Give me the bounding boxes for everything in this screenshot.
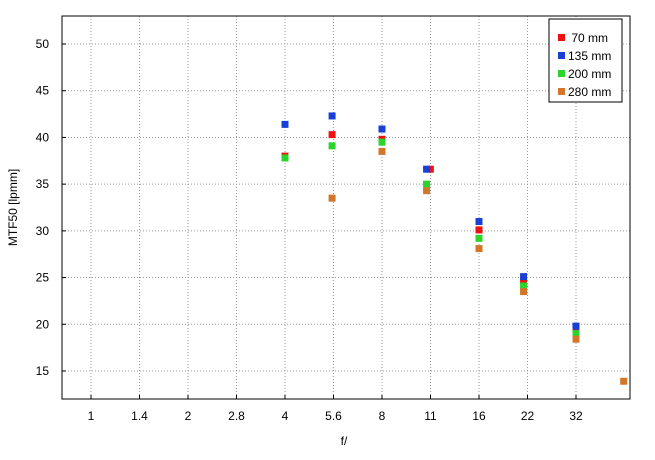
x-tick-label: 1 bbox=[88, 409, 95, 423]
legend-swatch bbox=[558, 34, 565, 41]
data-point bbox=[572, 330, 580, 338]
data-point bbox=[328, 194, 336, 202]
data-point bbox=[281, 154, 289, 162]
data-point bbox=[378, 138, 386, 146]
legend-label: 70 mm bbox=[568, 31, 608, 45]
y-tick-label: 30 bbox=[36, 224, 50, 238]
x-tick-label: 4 bbox=[282, 409, 289, 423]
legend: 70 mm 135 mm 200 mm 280 mm bbox=[548, 18, 623, 103]
x-tick-label: 16 bbox=[472, 409, 486, 423]
legend-label: 200 mm bbox=[568, 67, 611, 81]
data-point bbox=[520, 282, 528, 290]
legend-label: 280 mm bbox=[568, 85, 611, 99]
y-tick-label: 40 bbox=[36, 130, 50, 144]
x-tick-label: 11 bbox=[424, 409, 437, 423]
y-tick-label: 45 bbox=[36, 84, 50, 98]
data-point bbox=[423, 187, 431, 195]
data-point bbox=[281, 120, 289, 128]
data-point bbox=[520, 273, 528, 281]
data-point bbox=[572, 322, 580, 330]
x-tick-label: 22 bbox=[521, 409, 535, 423]
legend-swatch bbox=[558, 52, 565, 59]
data-point bbox=[423, 180, 431, 188]
data-point bbox=[328, 131, 336, 139]
x-tick-label: 8 bbox=[379, 409, 386, 423]
data-point bbox=[572, 335, 580, 343]
data-point bbox=[423, 165, 431, 173]
plot-frame bbox=[61, 15, 631, 400]
x-tick-label: 32 bbox=[569, 409, 583, 423]
y-tick-label: 15 bbox=[36, 364, 50, 378]
x-axis-title: f/ bbox=[341, 434, 348, 448]
data-points bbox=[281, 112, 628, 385]
axis-ticks: 1 1.4 2 2.8 4 5.6 8 11 16 22 32 15 20 25 30 35 40 45 50 bbox=[36, 37, 583, 423]
legend-label: 135 mm bbox=[568, 49, 611, 63]
data-point bbox=[328, 142, 336, 150]
x-tick-label: 2.8 bbox=[228, 409, 245, 423]
legend-swatch bbox=[558, 88, 565, 95]
data-point bbox=[520, 277, 528, 285]
data-point bbox=[328, 112, 336, 120]
x-tick-label: 1.4 bbox=[131, 409, 148, 423]
y-tick-label: 50 bbox=[36, 37, 50, 51]
data-point bbox=[475, 226, 483, 234]
y-tick-label: 25 bbox=[36, 271, 50, 285]
data-point bbox=[475, 218, 483, 226]
data-point bbox=[378, 125, 386, 133]
data-point bbox=[475, 245, 483, 253]
x-tick-label: 2 bbox=[185, 409, 192, 423]
y-tick-label: 35 bbox=[36, 177, 50, 191]
data-point bbox=[620, 377, 628, 385]
y-axis-title: MTF50 [lpmm] bbox=[6, 169, 20, 246]
legend-swatch bbox=[558, 70, 565, 77]
data-point bbox=[520, 288, 528, 296]
y-tick-label: 20 bbox=[36, 317, 50, 331]
x-tick-label: 5.6 bbox=[325, 409, 342, 423]
data-point bbox=[475, 234, 483, 242]
data-point bbox=[426, 165, 434, 173]
data-point bbox=[378, 147, 386, 155]
